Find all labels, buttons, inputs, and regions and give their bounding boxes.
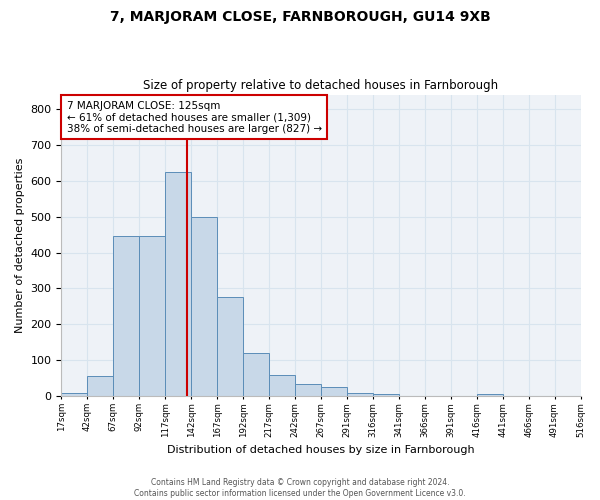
Bar	[373, 394, 399, 396]
Title: Size of property relative to detached houses in Farnborough: Size of property relative to detached ho…	[143, 79, 499, 92]
Bar	[88, 376, 113, 396]
Text: 7, MARJORAM CLOSE, FARNBOROUGH, GU14 9XB: 7, MARJORAM CLOSE, FARNBOROUGH, GU14 9XB	[110, 10, 490, 24]
Bar	[295, 384, 321, 396]
Text: 7 MARJORAM CLOSE: 125sqm
← 61% of detached houses are smaller (1,309)
38% of sem: 7 MARJORAM CLOSE: 125sqm ← 61% of detach…	[67, 100, 322, 134]
Bar	[243, 353, 269, 396]
Bar	[269, 374, 295, 396]
Bar	[476, 394, 503, 396]
Text: Contains HM Land Registry data © Crown copyright and database right 2024.
Contai: Contains HM Land Registry data © Crown c…	[134, 478, 466, 498]
Bar	[61, 392, 88, 396]
X-axis label: Distribution of detached houses by size in Farnborough: Distribution of detached houses by size …	[167, 445, 475, 455]
Y-axis label: Number of detached properties: Number of detached properties	[15, 158, 25, 333]
Bar	[347, 392, 373, 396]
Bar	[217, 298, 243, 396]
Bar	[321, 388, 347, 396]
Bar	[113, 236, 139, 396]
Bar	[191, 216, 217, 396]
Bar	[139, 236, 165, 396]
Bar	[165, 172, 191, 396]
